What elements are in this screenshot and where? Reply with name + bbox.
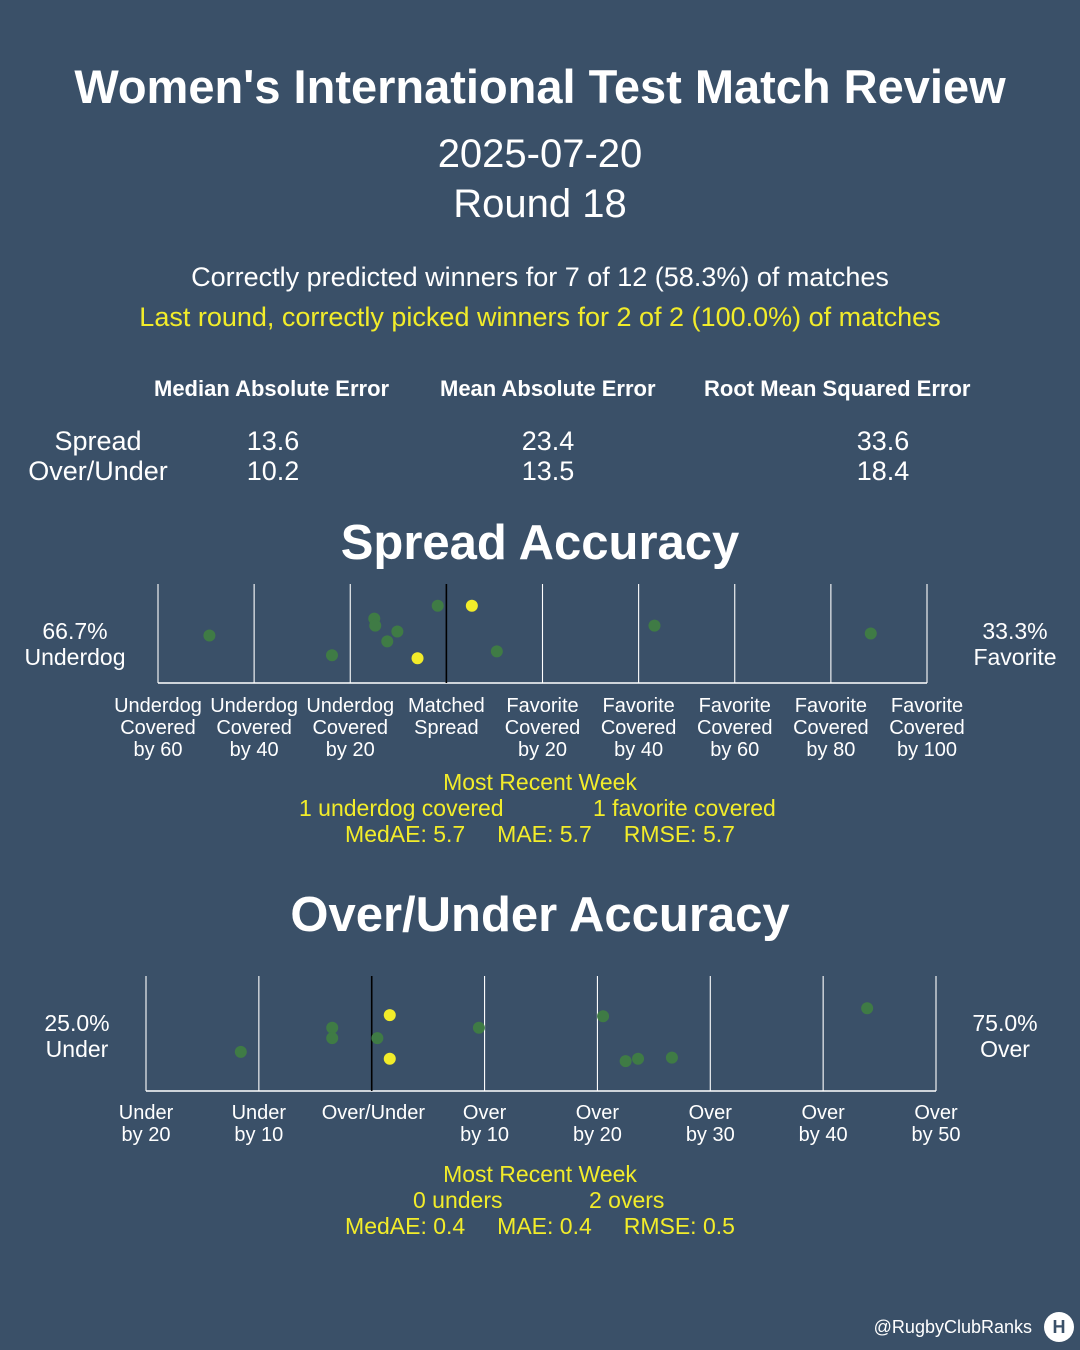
ou-point-0 bbox=[234, 1045, 247, 1058]
metric-value-ou-mae: 13.5 bbox=[521, 456, 575, 486]
spread-point-9 bbox=[864, 627, 877, 640]
metric-value-spread-rmse: 33.6 bbox=[856, 426, 910, 456]
ou-point-4 bbox=[472, 1021, 485, 1034]
ou-point-3 bbox=[371, 1032, 384, 1045]
ou-tick-label-7: Over by 50 bbox=[911, 1102, 961, 1146]
spread-favorite-share: 33.3% Favorite bbox=[973, 618, 1057, 670]
round-label: Round 18 bbox=[453, 182, 627, 226]
spread-tick-label-5: Favorite Covered by 40 bbox=[600, 695, 677, 761]
metric-value-ou-rmse: 18.4 bbox=[856, 456, 910, 486]
spread-tick-label-3: Matched Spread bbox=[408, 695, 485, 739]
spread-recent-heading: Most Recent Week bbox=[443, 769, 637, 795]
metric-header-rmse: Root Mean Squared Error bbox=[704, 376, 971, 401]
ou-under-share: 25.0% Under bbox=[44, 1010, 110, 1062]
spread-point-6 bbox=[431, 599, 444, 612]
spread-tick-label-1: Underdog Covered by 40 bbox=[210, 695, 299, 761]
spread-point-5 bbox=[391, 625, 404, 638]
metric-value-spread-medae: 13.6 bbox=[246, 426, 300, 456]
spread-point-4 bbox=[369, 619, 382, 632]
metric-value-spread-mae: 23.4 bbox=[521, 426, 575, 456]
ou-recent-heading: Most Recent Week bbox=[443, 1161, 637, 1187]
season-accuracy-summary: Correctly predicted winners for 7 of 12 … bbox=[191, 262, 889, 292]
spread-point-1 bbox=[325, 649, 338, 662]
spread-tick-label-6: Favorite Covered by 60 bbox=[696, 695, 773, 761]
ou-tick-label-2: Over/Under bbox=[321, 1102, 426, 1124]
ou-recent-over-count: 2 overs bbox=[589, 1187, 665, 1213]
ou-point-7 bbox=[632, 1052, 645, 1065]
ou-tick-label-3: Over by 10 bbox=[460, 1102, 510, 1146]
review-date: 2025-07-20 bbox=[437, 132, 643, 176]
spread-tick-label-4: Favorite Covered by 20 bbox=[504, 695, 581, 761]
ou-recent-point-11 bbox=[383, 1052, 396, 1065]
spread-point-7 bbox=[490, 645, 503, 658]
metric-header-mae: Mean Absolute Error bbox=[440, 376, 656, 401]
ou-tick-label-4: Over by 20 bbox=[572, 1102, 622, 1146]
spread-recent-stats: MedAE: 5.7 MAE: 5.7 RMSE: 5.7 bbox=[345, 821, 735, 847]
ou-over-share: 75.0% Over bbox=[972, 1010, 1038, 1062]
spread-point-3 bbox=[381, 635, 394, 648]
metric-header-medae: Median Absolute Error bbox=[154, 376, 390, 401]
ou-point-1 bbox=[326, 1021, 339, 1034]
metric-row-label-over-under: Over/Under bbox=[28, 456, 168, 486]
spread-tick-label-2: Underdog Covered by 20 bbox=[306, 695, 395, 761]
spread-tick-label-7: Favorite Covered by 80 bbox=[793, 695, 869, 761]
over-under-chart-title: Over/Under Accuracy bbox=[290, 888, 790, 942]
metric-row-label-spread: Spread bbox=[54, 426, 142, 456]
spread-tick-label-8: Favorite Covered by 100 bbox=[889, 695, 965, 761]
spread-recent-favorite-count: 1 favorite covered bbox=[593, 795, 776, 821]
credit-handle: @RugbyClubRanks bbox=[873, 1317, 1032, 1337]
ou-recent-stats: MedAE: 0.4 MAE: 0.4 RMSE: 0.5 bbox=[345, 1213, 735, 1239]
metric-value-ou-medae: 10.2 bbox=[246, 456, 300, 486]
spread-tick-label-0: Underdog Covered by 60 bbox=[114, 695, 202, 761]
spread-chart-title: Spread Accuracy bbox=[340, 516, 740, 570]
spread-recent-underdog-count: 1 underdog covered bbox=[299, 795, 504, 821]
ou-tick-label-5: Over by 30 bbox=[685, 1102, 735, 1146]
rugby-posts-logo-icon: H bbox=[1044, 1312, 1074, 1342]
spread-recent-point-10 bbox=[411, 652, 424, 665]
ou-point-5 bbox=[597, 1010, 610, 1023]
ou-point-2 bbox=[326, 1032, 339, 1045]
ou-tick-label-6: Over by 40 bbox=[798, 1102, 848, 1146]
spread-point-0 bbox=[203, 629, 216, 642]
page-title: Women's International Test Match Review bbox=[74, 60, 1006, 113]
ou-point-6 bbox=[619, 1055, 632, 1068]
ou-tick-label-0: Under by 20 bbox=[118, 1102, 174, 1146]
spread-recent-point-11 bbox=[465, 599, 478, 612]
spread-underdog-share: 66.7% Underdog bbox=[24, 618, 126, 670]
ou-point-9 bbox=[861, 1002, 874, 1015]
last-round-summary: Last round, correctly picked winners for… bbox=[139, 302, 941, 332]
ou-point-8 bbox=[665, 1051, 678, 1064]
ou-recent-under-count: 0 unders bbox=[413, 1187, 503, 1213]
ou-recent-point-10 bbox=[383, 1009, 396, 1022]
spread-point-8 bbox=[648, 619, 661, 632]
ou-tick-label-1: Under by 10 bbox=[231, 1102, 287, 1146]
